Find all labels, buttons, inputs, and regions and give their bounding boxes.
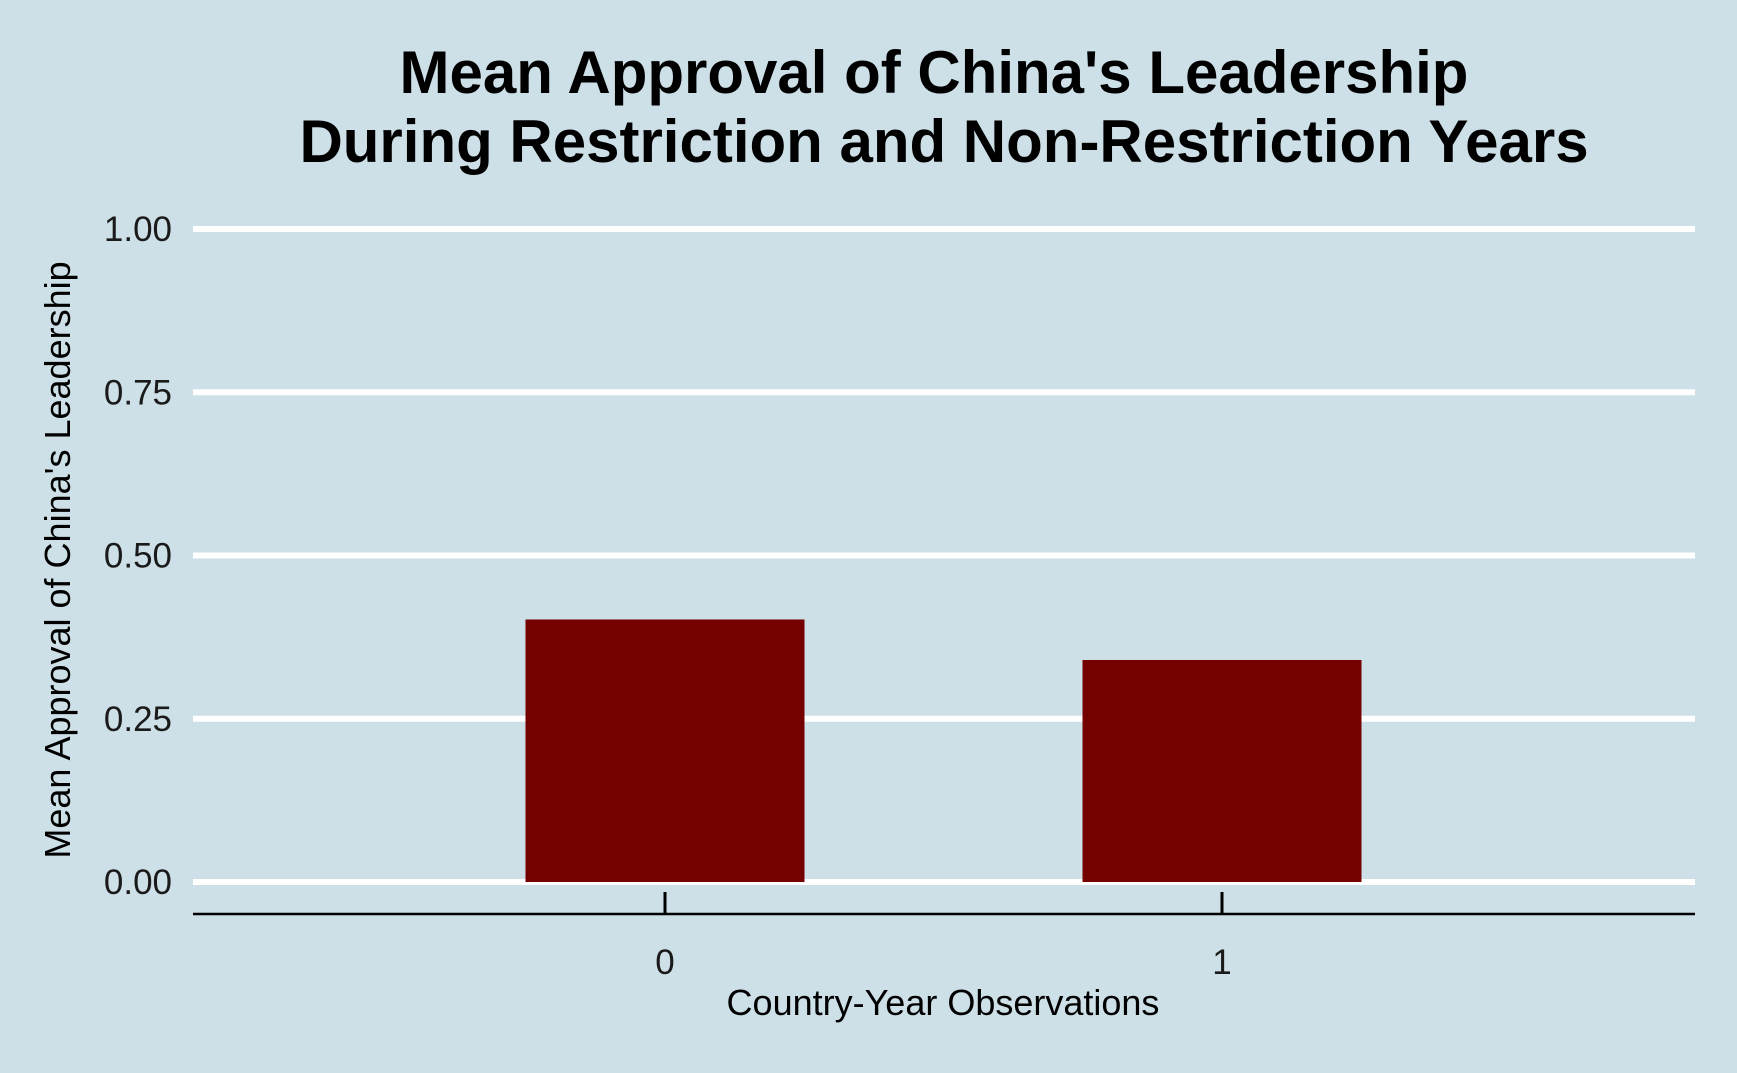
- chart-title: Mean Approval of China's Leadership: [400, 39, 1469, 106]
- y-axis-label: Mean Approval of China's Leadership: [37, 261, 78, 858]
- y-tick-label-1: 0.25: [104, 700, 172, 739]
- bar-0: [525, 619, 805, 882]
- y-tick-label-0: 0.00: [104, 863, 172, 902]
- chart-subtitle: During Restriction and Non-Restriction Y…: [299, 108, 1588, 175]
- bar-1: [1082, 659, 1362, 882]
- x-axis-label: Country-Year Observations: [727, 982, 1160, 1023]
- y-tick-label-3: 0.75: [104, 373, 172, 412]
- y-axis-ticks: 0.00 0.25 0.50 0.75 1.00: [104, 210, 172, 902]
- y-tick-label-2: 0.50: [104, 537, 172, 576]
- x-tick-label-0: 0: [655, 943, 674, 982]
- gridlines: [193, 226, 1695, 885]
- bars: [525, 619, 1362, 882]
- x-tick-label-1: 1: [1212, 943, 1231, 982]
- y-tick-label-4: 1.00: [104, 210, 172, 249]
